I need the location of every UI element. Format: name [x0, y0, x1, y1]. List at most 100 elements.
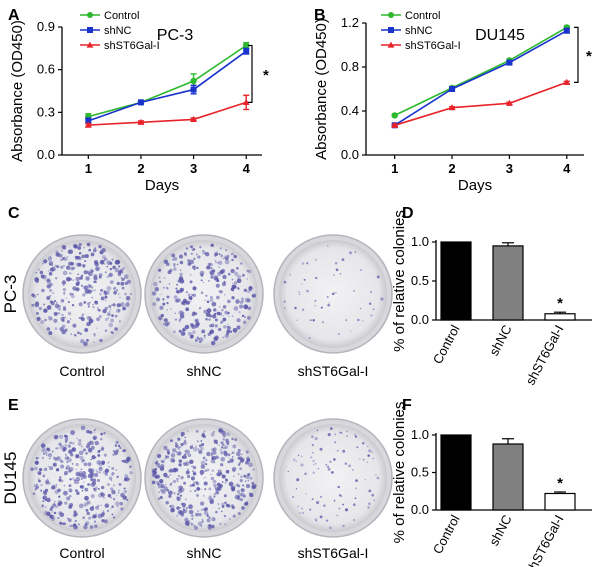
colony — [158, 276, 161, 279]
colony — [219, 448, 222, 451]
colony — [166, 301, 169, 305]
colony — [214, 324, 218, 328]
colony — [244, 297, 250, 303]
colony — [66, 320, 71, 324]
colony — [34, 460, 39, 465]
colony — [104, 299, 107, 302]
colony — [195, 512, 199, 517]
colony — [224, 333, 229, 339]
colony — [90, 471, 93, 474]
colony — [195, 321, 200, 327]
colony — [68, 504, 73, 509]
bar — [544, 492, 576, 511]
colony — [49, 263, 51, 266]
colony — [113, 484, 116, 487]
colony — [100, 504, 102, 507]
colony — [225, 503, 230, 508]
colony — [205, 459, 208, 462]
colony — [173, 262, 176, 266]
colony — [202, 432, 205, 435]
colony — [78, 251, 82, 255]
colony — [80, 339, 85, 344]
colony — [95, 469, 97, 471]
colony — [166, 475, 170, 479]
colony — [221, 443, 225, 447]
colony — [239, 458, 245, 463]
colony — [178, 463, 182, 467]
colony — [211, 301, 217, 307]
colony — [185, 300, 190, 305]
colony — [119, 296, 121, 299]
colony — [372, 457, 375, 460]
colony — [241, 297, 244, 301]
colony — [123, 487, 126, 490]
colony — [169, 468, 173, 471]
colony — [161, 489, 166, 494]
colony — [85, 444, 91, 449]
colony — [116, 308, 121, 313]
colony — [67, 256, 69, 258]
colony — [321, 321, 325, 324]
colony — [242, 320, 247, 324]
colony — [43, 259, 48, 264]
colony — [199, 340, 202, 344]
colony — [215, 455, 219, 460]
colony — [176, 283, 179, 286]
colony — [70, 430, 75, 435]
colony — [380, 297, 384, 301]
colony — [310, 456, 313, 459]
colony — [118, 492, 120, 494]
colony — [190, 522, 194, 526]
colony — [54, 489, 59, 495]
colony — [231, 466, 237, 472]
colony — [165, 500, 169, 505]
colony — [81, 489, 84, 492]
colony — [173, 492, 176, 495]
colony — [366, 445, 369, 448]
colony — [157, 497, 160, 500]
data-point — [85, 117, 92, 124]
colony — [236, 451, 241, 457]
colony — [211, 340, 216, 346]
colony — [67, 300, 70, 304]
colony — [73, 481, 77, 484]
colony — [167, 451, 170, 455]
bar-chart-F: 0.0 0.5 1.0% of relative colonies Control sh… — [391, 402, 592, 567]
colony — [300, 455, 303, 457]
colony — [231, 452, 233, 454]
colony — [93, 515, 97, 519]
colony — [96, 460, 102, 465]
colony — [188, 295, 193, 300]
colony — [241, 453, 243, 456]
colony — [164, 322, 169, 327]
colony — [46, 305, 52, 310]
colony — [173, 256, 178, 261]
colony — [31, 293, 35, 297]
colony — [203, 495, 205, 497]
colony — [198, 512, 202, 517]
colony — [157, 453, 162, 459]
colony — [36, 316, 41, 321]
colony — [89, 284, 92, 287]
colony — [221, 481, 224, 483]
colony — [221, 474, 225, 478]
colony — [352, 518, 356, 522]
colony — [207, 514, 209, 516]
series-line-2 — [394, 81, 568, 127]
colony — [200, 508, 203, 511]
colony — [206, 468, 210, 472]
colony — [208, 516, 211, 519]
colony — [104, 468, 110, 473]
colony — [342, 503, 344, 506]
colony — [206, 265, 211, 270]
colony — [110, 507, 112, 510]
colony — [238, 311, 241, 314]
colony — [96, 478, 101, 483]
colony — [51, 511, 54, 513]
data-point — [449, 86, 456, 92]
colony — [173, 267, 177, 271]
colony — [315, 276, 318, 280]
colony — [120, 281, 125, 286]
colony — [203, 510, 209, 516]
colony — [219, 321, 223, 324]
